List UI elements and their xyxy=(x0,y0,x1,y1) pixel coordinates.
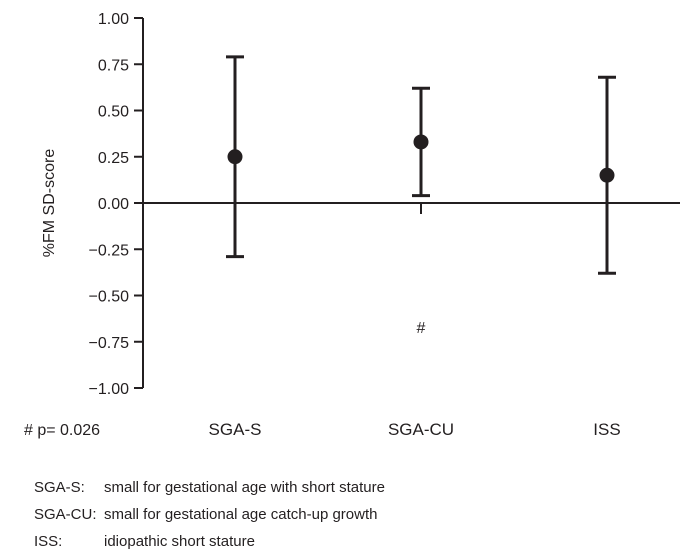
legend-text: small for gestational age catch-up growt… xyxy=(104,506,378,523)
legend-abbr: ISS: xyxy=(34,533,63,550)
axes xyxy=(142,18,680,388)
y-tick-label: 0.25 xyxy=(98,150,129,167)
data-points xyxy=(227,134,615,183)
y-tick-label: −0.50 xyxy=(89,289,130,306)
category-label: SGA-S xyxy=(209,420,262,439)
legend-row: SGA-CU: small for gestational age catch-… xyxy=(34,501,385,528)
error-bars xyxy=(226,55,616,275)
legend-row: SGA-S: small for gestational age with sh… xyxy=(34,474,385,501)
y-tick-label: −1.00 xyxy=(89,381,130,398)
category-label: ISS xyxy=(593,420,620,439)
y-tick-label: 0.50 xyxy=(98,104,129,121)
y-tick-label: 0.75 xyxy=(98,57,129,74)
legend-abbr: SGA-CU: xyxy=(34,506,97,523)
category-label: SGA-CU xyxy=(388,420,454,439)
chart: 1.00 0.75 0.50 0.25 0.00 −0.25 −0.50 −0.75 −1.00… xyxy=(24,11,680,439)
p-value-note: # p= 0.026 xyxy=(24,422,100,439)
y-tick-label: 1.00 xyxy=(98,11,129,28)
y-tick-label: 0.00 xyxy=(98,196,129,213)
y-tick-label: −0.75 xyxy=(89,335,130,352)
significance-mark: # xyxy=(417,320,426,337)
legend-abbr: SGA-S: xyxy=(34,479,85,496)
data-point xyxy=(227,149,243,165)
y-ticks: 1.00 0.75 0.50 0.25 0.00 −0.25 −0.50 −0.75 −1.00 xyxy=(89,11,143,398)
legend-text: small for gestational age with short sta… xyxy=(104,479,385,496)
legend-row: ISS: idiopathic short stature xyxy=(34,528,385,555)
data-point xyxy=(413,134,429,150)
y-axis-label: %FM SD-score xyxy=(41,149,58,258)
legend-text: idiopathic short stature xyxy=(104,533,255,550)
legend: SGA-S: small for gestational age with sh… xyxy=(34,474,385,555)
data-point xyxy=(599,167,615,183)
y-tick-label: −0.25 xyxy=(89,242,130,259)
category-labels: SGA-S SGA-CU ISS xyxy=(209,420,621,439)
